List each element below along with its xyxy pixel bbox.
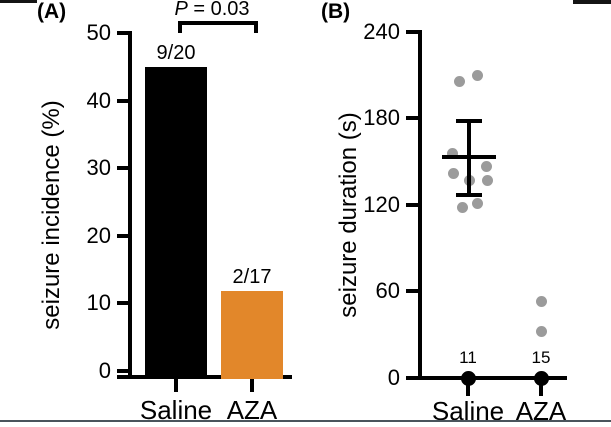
- x-axis-tick: [174, 379, 178, 392]
- y-axis-tick-label: 30: [86, 155, 111, 180]
- x-axis-category-label: Saline: [139, 395, 213, 425]
- panel-a-label: (A): [37, 0, 67, 23]
- y-axis-tick: [117, 234, 128, 238]
- error-bar-cap-top: [456, 119, 482, 123]
- bar-aza: [221, 291, 283, 379]
- y-axis-tick-label: 20: [86, 223, 111, 248]
- y-axis-tick: [406, 203, 418, 207]
- mean-line: [442, 155, 496, 159]
- y-axis-tick-label: 50: [86, 20, 111, 45]
- y-axis-tick: [406, 30, 418, 34]
- data-point: [448, 168, 459, 179]
- x-axis-tick: [250, 379, 254, 392]
- y-axis-tick-label: 60: [375, 278, 400, 303]
- bar-count-label: 2/17: [232, 266, 272, 288]
- y-axis-tick: [117, 31, 128, 35]
- error-bar-cap-bottom: [456, 193, 482, 197]
- x-axis-tick: [539, 380, 543, 396]
- y-axis-tick-label: 10: [86, 290, 111, 315]
- top-border-fragment-left: [0, 0, 37, 3]
- data-point: [536, 296, 547, 307]
- top-border-fragment-right: [573, 0, 611, 4]
- y-axis-tick-label: 180: [363, 105, 400, 130]
- y-axis-tick-label: 0: [98, 358, 111, 383]
- data-point: [447, 148, 458, 159]
- y-axis-tick-label: 40: [86, 88, 111, 113]
- data-point: [481, 161, 492, 172]
- y-axis-tick: [117, 369, 128, 373]
- zero-data-point: [461, 371, 476, 386]
- y-axis-tick: [406, 116, 418, 120]
- zero-count-label: 11: [459, 348, 477, 367]
- x-axis-tick: [466, 380, 470, 396]
- data-point: [454, 76, 465, 87]
- p-value-label: P = 0.03: [174, 0, 250, 20]
- x-axis-category-label: AZA: [226, 395, 278, 425]
- data-point: [457, 202, 468, 213]
- data-point: [482, 175, 493, 186]
- y-axis-tick: [117, 166, 128, 170]
- y-axis-tick: [406, 289, 418, 293]
- zero-count-label: 15: [531, 348, 551, 367]
- data-point: [472, 70, 483, 81]
- panel-b-label: (B): [321, 0, 351, 23]
- y-axis-line: [128, 31, 132, 379]
- y-axis-tick-label: 240: [363, 19, 400, 44]
- y-axis-tick: [117, 301, 128, 305]
- y-axis-tick-label: 0: [387, 365, 400, 390]
- x-axis-line: [406, 376, 567, 380]
- zero-data-point: [534, 371, 549, 386]
- significance-bracket: [178, 21, 258, 33]
- bar-saline: [145, 67, 207, 379]
- y-axis-tick: [117, 99, 128, 103]
- data-point: [536, 326, 547, 337]
- y-axis-line: [418, 30, 422, 380]
- bar-count-label: 9/20: [156, 42, 196, 64]
- data-point: [472, 198, 483, 209]
- bottom-border-rule: [0, 420, 611, 422]
- y-axis-tick-label: 120: [363, 192, 400, 217]
